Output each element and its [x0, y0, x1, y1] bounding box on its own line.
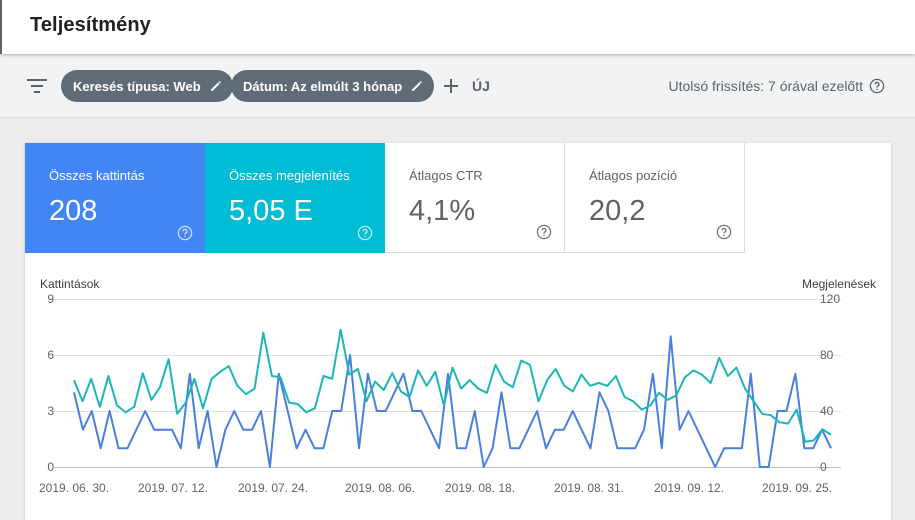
metric-value: 4,1% [409, 195, 476, 227]
metric-tile-impressions[interactable]: Összes megjelenítés 5,05 E [205, 143, 385, 253]
last-update-text: Utolsó frissítés: 7 órával ezelőtt [668, 78, 863, 94]
plus-icon [444, 79, 458, 93]
filter-icon[interactable] [26, 76, 48, 96]
metric-label: Átlagos pozíció [589, 168, 678, 183]
metric-tile-clicks[interactable]: Összes kattintás 208 [25, 143, 205, 253]
metric-label: Összes kattintás [49, 168, 145, 183]
date-chip-label: Dátum: Az elmúlt 3 hónap [243, 78, 403, 94]
search-type-chip[interactable]: Keresés típusa: Web [61, 70, 233, 102]
metric-value: 20,2 [589, 195, 646, 227]
new-filter-label: ÚJ [472, 78, 490, 94]
help-icon[interactable] [869, 78, 885, 94]
help-icon[interactable] [536, 224, 552, 240]
filter-toolbar: Keresés típusa: Web Dátum: Az elmúlt 3 h… [0, 54, 915, 118]
search-type-chip-label: Keresés típusa: Web [73, 78, 201, 94]
help-icon[interactable] [177, 225, 193, 241]
date-chip[interactable]: Dátum: Az elmúlt 3 hónap [231, 70, 435, 102]
metric-label: Átlagos CTR [409, 168, 483, 183]
metric-tile-ctr[interactable]: Átlagos CTR 4,1% [385, 143, 565, 253]
pencil-icon [210, 81, 221, 91]
page-header: Teljesítmény [0, 0, 915, 54]
metric-tile-position[interactable]: Átlagos pozíció 20,2 [565, 143, 745, 253]
pencil-icon [412, 81, 422, 91]
metric-value: 208 [49, 195, 98, 227]
performance-card: Összes kattintás 208 Összes megjelenítés… [25, 143, 891, 520]
page-title: Teljesítmény [30, 14, 151, 36]
new-filter-button[interactable]: ÚJ [442, 70, 490, 102]
help-icon[interactable] [357, 225, 373, 241]
metric-value: 5,05 E [229, 195, 313, 227]
last-update: Utolsó frissítés: 7 órával ezelőtt [668, 78, 885, 94]
help-icon[interactable] [716, 224, 732, 240]
metric-label: Összes megjelenítés [229, 168, 350, 183]
